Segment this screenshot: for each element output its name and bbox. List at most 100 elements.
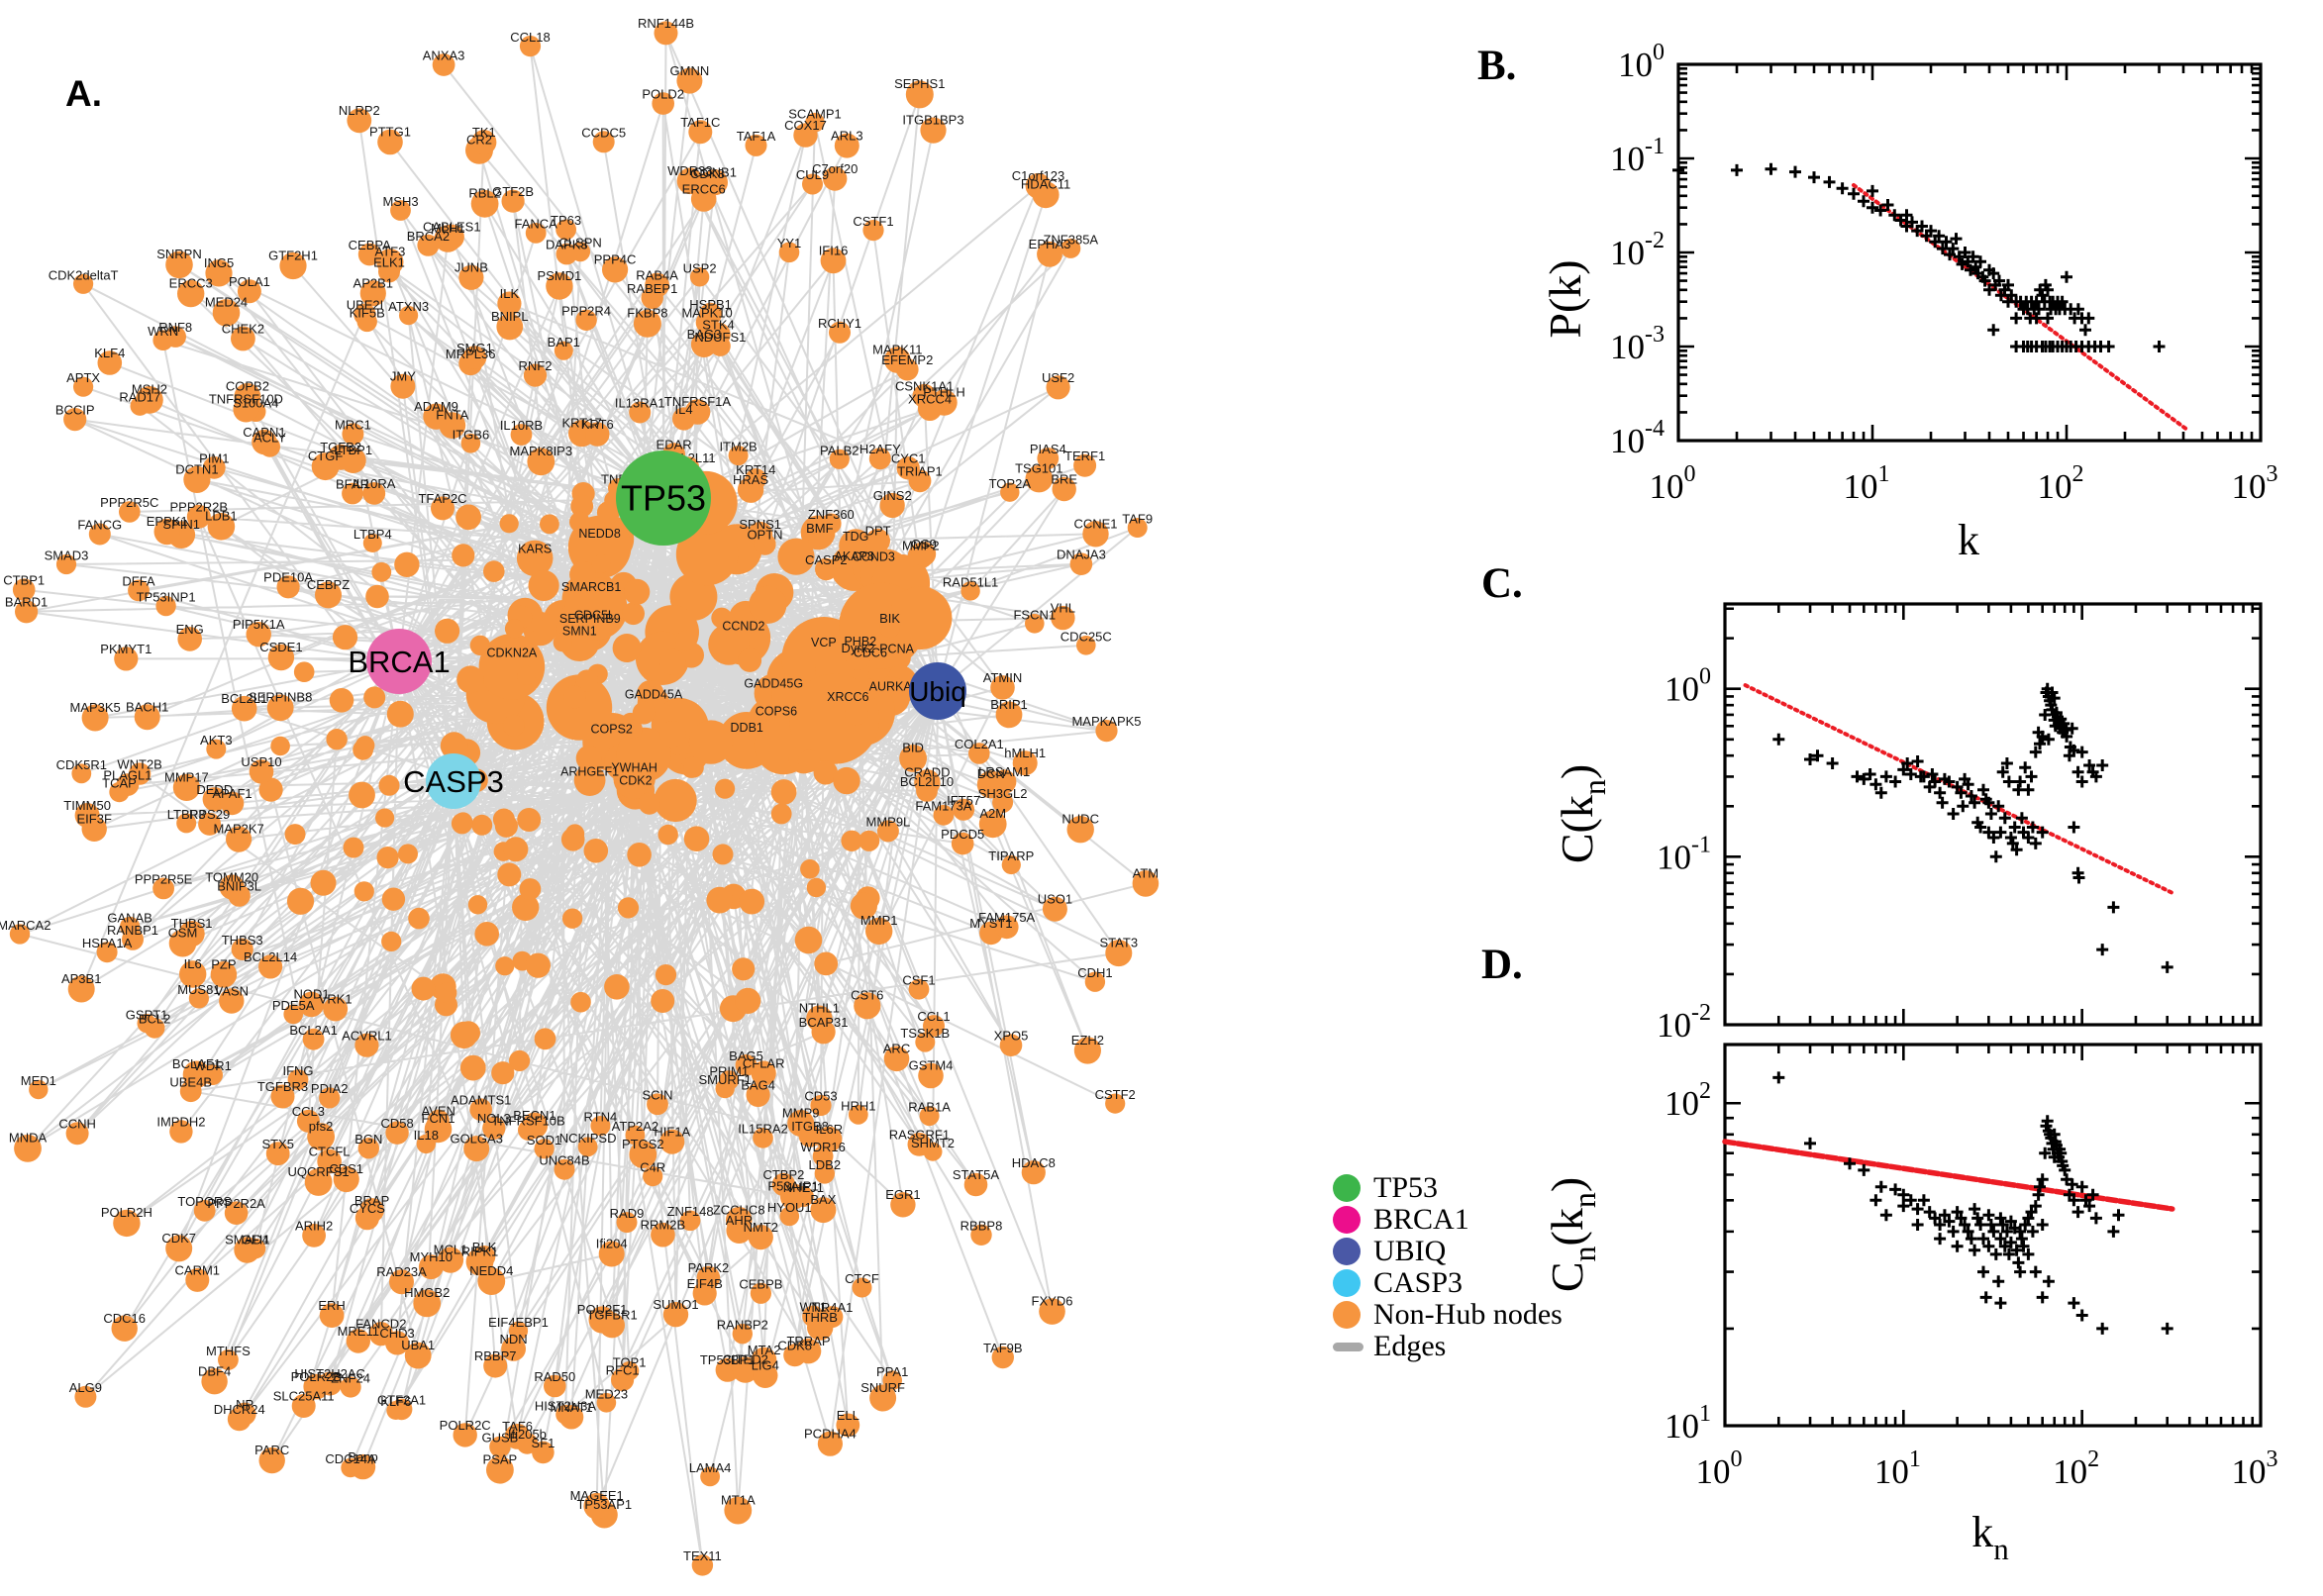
- network-node: [456, 665, 484, 694]
- network-node: [224, 1201, 249, 1225]
- network-node-label: MNAT1: [551, 1400, 593, 1415]
- network-node: [219, 874, 245, 900]
- network-node-label: ING5: [204, 255, 234, 270]
- network-node: [633, 309, 661, 338]
- network-node-label: USP10: [241, 754, 281, 769]
- network-node: [854, 992, 881, 1020]
- network-node-label: CLSPN: [558, 236, 601, 250]
- network-node-label: MAPK11: [872, 343, 922, 357]
- network-node: [883, 1046, 910, 1072]
- network-node: [169, 1120, 193, 1144]
- network-node-label: PIP5K1A: [233, 617, 285, 632]
- network-node-label: PPP2R2A: [207, 1196, 265, 1211]
- network-node-label: RAD17: [119, 390, 160, 405]
- network-node-label: SUMO1: [653, 1297, 698, 1312]
- network-node-label: BCAP31: [799, 1015, 849, 1030]
- network-node: [688, 720, 734, 764]
- network-node: [427, 1109, 450, 1132]
- network-node-label: HMGB2: [404, 1285, 450, 1300]
- network-node: [706, 886, 734, 914]
- x-axis-label: kn: [1971, 1508, 2009, 1566]
- network-node: [907, 1133, 932, 1156]
- network-node-label: BFAR: [336, 477, 369, 492]
- network-node-label: GTF2B: [492, 184, 534, 199]
- network-node-label: FAM173A: [915, 799, 971, 814]
- network-node-label: CCNH: [58, 1117, 96, 1132]
- network-node: [1021, 1160, 1046, 1185]
- network-node: [732, 957, 756, 981]
- network-node: [455, 504, 481, 531]
- network-node: [920, 117, 947, 144]
- network-node: [623, 719, 643, 739]
- network-node-label: SNURF: [860, 1380, 905, 1395]
- network-node: [497, 862, 522, 887]
- network-node-label: SF1: [531, 1436, 555, 1450]
- network-node: [689, 267, 710, 287]
- network-node-label: ERH: [318, 1298, 345, 1313]
- network-node: [777, 538, 815, 575]
- network-node-label: SERPINB8: [249, 690, 312, 705]
- network-node: [266, 694, 294, 722]
- tick-label: 100: [1650, 461, 1696, 506]
- network-node: [643, 1166, 663, 1187]
- network-node-label: ERCC6: [682, 181, 726, 196]
- network-node: [326, 729, 348, 750]
- network-node: [810, 1094, 832, 1117]
- network-node: [512, 893, 540, 922]
- network-node: [467, 895, 488, 915]
- tick-label: 102: [2038, 461, 2084, 506]
- network-node: [411, 976, 436, 1001]
- network-node-label: CSDE1: [259, 640, 302, 654]
- network-node-label: ZNF385A: [1043, 232, 1098, 247]
- network-node: [483, 560, 505, 582]
- network-node: [659, 1129, 685, 1154]
- network-node-label: GINS2: [873, 488, 912, 503]
- network-node-label: LDB2: [809, 1157, 842, 1172]
- network-node: [735, 987, 761, 1014]
- network-node: [516, 540, 554, 577]
- legend-label: Non-Hub nodes: [1373, 1298, 1563, 1331]
- network-node-label: TAF1A: [737, 129, 776, 144]
- network-node: [995, 701, 1023, 729]
- legend-item-ubiq: UBIQ: [1333, 1236, 1563, 1267]
- casp3-dot-icon: [1333, 1269, 1361, 1297]
- network-node: [186, 504, 211, 529]
- network-node-label: TNFRSF10B: [491, 1114, 564, 1129]
- network-node-label: TOP2A: [989, 476, 1032, 491]
- network-node: [252, 429, 277, 455]
- network-panel: CDC6 COPS6 COPS2 CCND2 GADD45G SERPINB9 AKAP8 G…: [0, 16, 1160, 1576]
- network-node-label: CDC14A: [325, 1451, 376, 1466]
- network-node: [573, 764, 606, 796]
- network-node: [820, 248, 847, 274]
- network-node: [565, 824, 585, 844]
- network-node: [519, 878, 542, 900]
- network-node: [88, 523, 111, 546]
- network-node-label: SMAD3: [45, 548, 89, 562]
- network-node: [371, 561, 392, 582]
- network-node-label: C4R: [640, 1160, 665, 1175]
- tick-label: 102: [2053, 1446, 2099, 1491]
- network-node: [341, 1457, 360, 1478]
- network-node: [806, 877, 827, 898]
- network-node-label: PLAGL1: [103, 768, 152, 783]
- network-nodes: [9, 21, 1160, 1576]
- network-node-label: PARK2: [688, 1260, 730, 1275]
- network-node: [501, 1337, 526, 1361]
- network-node-label: PDIA2: [311, 1081, 349, 1096]
- network-node: [340, 1376, 361, 1398]
- network-node-label: GUSB: [481, 1431, 518, 1446]
- network-node: [715, 1357, 740, 1382]
- network-node: [970, 1224, 992, 1247]
- network-node: [218, 1349, 239, 1370]
- network-node: [128, 762, 152, 785]
- network-node-label: ACLY: [253, 431, 286, 446]
- network-node-label: RAB1A: [908, 1100, 951, 1115]
- network-node-label: FANCD2: [355, 1317, 406, 1332]
- network-node-label: USP2: [683, 261, 717, 276]
- network-node: [357, 1138, 379, 1159]
- network-node: [732, 1324, 753, 1345]
- network-node-label: KRT6: [581, 417, 614, 432]
- network-node: [496, 313, 524, 341]
- network-node: [700, 1466, 720, 1487]
